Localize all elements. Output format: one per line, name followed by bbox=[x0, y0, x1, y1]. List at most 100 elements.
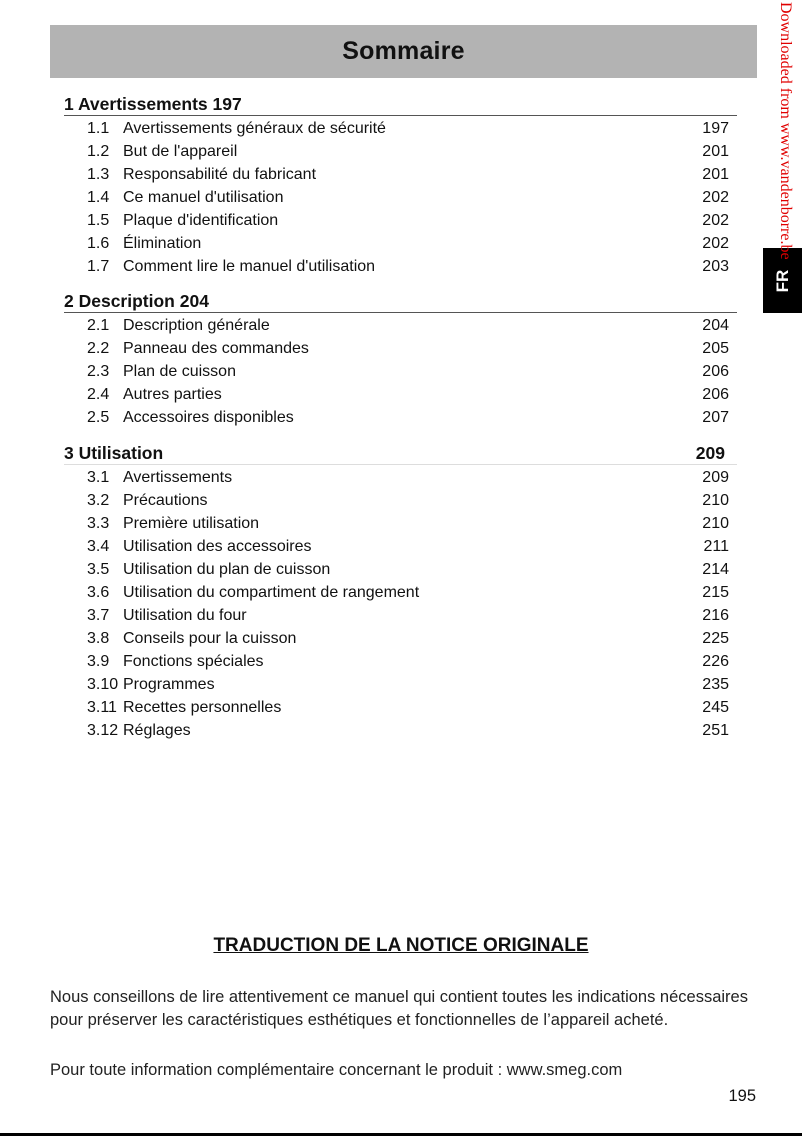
entry-title: Responsabilité du fabricant bbox=[123, 166, 317, 183]
entry-title: Première utilisation bbox=[123, 515, 260, 532]
entry-number: 3.9 bbox=[87, 653, 110, 670]
language-tab: FR bbox=[763, 248, 802, 313]
entry-number: 3.6 bbox=[87, 584, 110, 601]
toc-section: 1 Avertissements 197 1.1 Avertissements gé… bbox=[64, 92, 737, 278]
entry-number: 3.11 bbox=[87, 699, 117, 716]
toc-entry[interactable]: 1.3 Responsabilité du fabricant 201 bbox=[64, 163, 737, 186]
entry-page: 214 bbox=[702, 561, 729, 578]
entry-page: 225 bbox=[702, 630, 729, 647]
toc-entry[interactable]: 3.8 Conseils pour la cuisson 225 bbox=[64, 627, 737, 650]
toc-entry[interactable]: 2.1 Description générale 204 bbox=[64, 314, 737, 337]
entry-number: 1.5 bbox=[87, 212, 110, 229]
page-title: Sommaire bbox=[342, 37, 465, 65]
watermark: Downloaded from www.vandenborre.be bbox=[777, 2, 794, 260]
toc-entry[interactable]: 1.2 But de l'appareil 201 bbox=[64, 140, 737, 163]
toc-entry[interactable]: 2.4 Autres parties 206 bbox=[64, 383, 737, 406]
toc-entry[interactable]: 1.5 Plaque d'identification 202 bbox=[64, 209, 737, 232]
entry-page: 211 bbox=[703, 538, 729, 555]
entry-page: 201 bbox=[702, 166, 729, 183]
info-paragraph: Pour toute information complémentaire co… bbox=[50, 1061, 623, 1079]
page-header: Sommaire bbox=[50, 25, 757, 78]
entry-title: Recettes personnelles bbox=[123, 699, 282, 716]
entry-page: 206 bbox=[702, 386, 729, 403]
entry-number: 1.2 bbox=[87, 143, 110, 160]
section-page: 209 bbox=[695, 443, 725, 463]
entry-page: 226 bbox=[702, 653, 729, 670]
toc-entry[interactable]: 3.10 Programmes 235 bbox=[64, 673, 737, 696]
entry-page: 201 bbox=[702, 143, 729, 160]
entry-title: Ce manuel d'utilisation bbox=[123, 189, 284, 206]
entry-page: 210 bbox=[702, 515, 729, 532]
entry-number: 3.12 bbox=[87, 722, 119, 739]
entry-title: Conseils pour la cuisson bbox=[123, 630, 297, 647]
toc-entry[interactable]: 3.7 Utilisation du four 216 bbox=[64, 604, 737, 627]
entry-page: 197 bbox=[702, 120, 729, 137]
entry-page: 203 bbox=[702, 258, 729, 275]
entry-page: 216 bbox=[702, 607, 729, 624]
toc-entry[interactable]: 1.4 Ce manuel d'utilisation 202 bbox=[64, 186, 737, 209]
entry-number: 3.3 bbox=[87, 515, 110, 532]
section-heading[interactable]: 2 Description 204 bbox=[64, 289, 737, 313]
section-heading[interactable]: 3 Utilisation 209 bbox=[64, 441, 737, 465]
toc-entry[interactable]: 1.6 Élimination 202 bbox=[64, 232, 737, 255]
entry-number: 2.2 bbox=[87, 340, 110, 357]
toc-entry[interactable]: 2.3 Plan de cuisson 206 bbox=[64, 360, 737, 383]
section-heading[interactable]: 1 Avertissements 197 bbox=[64, 92, 737, 116]
entry-number: 3.7 bbox=[87, 607, 110, 624]
entry-number: 3.2 bbox=[87, 492, 110, 509]
entry-number: 3.8 bbox=[87, 630, 110, 647]
entry-title: Utilisation du four bbox=[123, 607, 247, 624]
entry-page: 206 bbox=[702, 363, 729, 380]
intro-paragraph: Nous conseillons de lire attentivement c… bbox=[50, 988, 748, 1029]
toc-section: 3 Utilisation 209 3.1 Avertissements 209 3.2 P… bbox=[64, 441, 737, 742]
entry-title: But de l'appareil bbox=[123, 143, 238, 160]
section-heading-label: 1 Avertissements 197 bbox=[64, 94, 242, 114]
entry-title: Utilisation du plan de cuisson bbox=[123, 561, 331, 578]
entry-number: 1.3 bbox=[87, 166, 110, 183]
entry-number: 2.4 bbox=[87, 386, 110, 403]
entry-page: 251 bbox=[702, 722, 729, 739]
entry-number: 3.5 bbox=[87, 561, 110, 578]
entry-title: Élimination bbox=[123, 235, 202, 252]
entry-page: 202 bbox=[702, 212, 729, 229]
entry-title: Accessoires disponibles bbox=[123, 409, 294, 426]
entry-number: 3.10 bbox=[87, 676, 119, 693]
toc-entry[interactable]: 3.4 Utilisation des accessoires 211 bbox=[64, 535, 737, 558]
entry-page: 210 bbox=[702, 492, 729, 509]
toc-entry[interactable]: 3.2 Précautions 210 bbox=[64, 489, 737, 512]
toc-entry[interactable]: 1.1 Avertissements généraux de sécurité 19… bbox=[64, 117, 737, 140]
entry-number: 2.5 bbox=[87, 409, 110, 426]
entry-title: Panneau des commandes bbox=[123, 340, 309, 357]
toc-entry[interactable]: 2.5 Accessoires disponibles 207 bbox=[64, 406, 737, 429]
entry-title: Précautions bbox=[123, 492, 208, 509]
entry-title: Utilisation des accessoires bbox=[123, 538, 312, 555]
toc-entry[interactable]: 3.3 Première utilisation 210 bbox=[64, 512, 737, 535]
toc-entry[interactable]: 3.1 Avertissements 209 bbox=[64, 466, 737, 489]
toc-entry[interactable]: 3.9 Fonctions spéciales 226 bbox=[64, 650, 737, 673]
toc-entry[interactable]: 1.7 Comment lire le manuel d'utilisation 2… bbox=[64, 255, 737, 278]
entry-title: Plaque d'identification bbox=[123, 212, 279, 229]
section-heading-label: 3 Utilisation bbox=[64, 443, 164, 463]
entry-title: Réglages bbox=[123, 722, 191, 739]
entry-title: Utilisation du compartiment de rangement bbox=[123, 584, 420, 601]
toc-entry[interactable]: 3.5 Utilisation du plan de cuisson 214 bbox=[64, 558, 737, 581]
section-heading-label: 2 Description 204 bbox=[64, 291, 209, 311]
toc-entry[interactable]: 2.2 Panneau des commandes 205 bbox=[64, 337, 737, 360]
entry-number: 1.7 bbox=[87, 258, 110, 275]
entry-title: Programmes bbox=[123, 676, 215, 693]
toc-entry[interactable]: 3.12 Réglages 251 bbox=[64, 719, 737, 742]
entry-number: 1.6 bbox=[87, 235, 110, 252]
entry-number: 2.1 bbox=[87, 317, 110, 334]
language-tab-label: FR bbox=[772, 269, 792, 292]
toc-entry[interactable]: 3.11 Recettes personnelles 245 bbox=[64, 696, 737, 719]
entry-page: 245 bbox=[702, 699, 729, 716]
entry-page: 202 bbox=[702, 189, 729, 206]
page-number: 195 bbox=[728, 1087, 756, 1105]
entry-number: 2.3 bbox=[87, 363, 110, 380]
entry-title: Autres parties bbox=[123, 386, 222, 403]
entry-number: 1.4 bbox=[87, 189, 110, 206]
toc-entry[interactable]: 3.6 Utilisation du compartiment de rangem… bbox=[64, 581, 737, 604]
entry-title: Fonctions spéciales bbox=[123, 653, 264, 670]
entry-number: 1.1 bbox=[87, 120, 110, 137]
entry-page: 215 bbox=[702, 584, 729, 601]
